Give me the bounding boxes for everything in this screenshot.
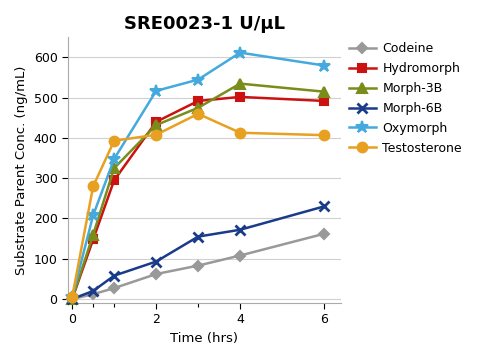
Line: Morph-3B: Morph-3B (67, 79, 329, 304)
Testosterone (153, 132, 159, 137)
Oxymorph (237, 50, 243, 55)
Line: Morph-6B: Morph-6B (67, 202, 329, 304)
Y-axis label: Substrate Parent Conc. (ng/mL): Substrate Parent Conc. (ng/mL) (15, 66, 28, 275)
Morph-6B (237, 228, 243, 232)
Oxymorph (90, 213, 96, 217)
Morph-3B (90, 233, 96, 237)
Morph-3B (153, 123, 159, 127)
Hydromorph (237, 95, 243, 99)
Testosterone (195, 112, 201, 116)
Morph-3B (111, 166, 117, 170)
Codeine (111, 286, 117, 290)
Morph-6B (153, 260, 159, 264)
Codeine (321, 231, 327, 236)
Testosterone (69, 295, 75, 299)
Line: Codeine: Codeine (69, 230, 327, 302)
Morph-3B (195, 105, 201, 110)
Testosterone (111, 139, 117, 143)
Codeine (195, 264, 201, 268)
Oxymorph (69, 295, 75, 299)
Oxymorph (195, 77, 201, 82)
Morph-3B (237, 81, 243, 86)
Testosterone (321, 133, 327, 137)
Hydromorph (90, 237, 96, 242)
Morph-6B (69, 297, 75, 301)
Legend: Codeine, Hydromorph, Morph-3B, Morph-6B, Oxymorph, Testosterone: Codeine, Hydromorph, Morph-3B, Morph-6B,… (343, 37, 467, 160)
Testosterone (90, 184, 96, 188)
Hydromorph (111, 178, 117, 183)
Title: SRE0023-1 U/μL: SRE0023-1 U/μL (124, 15, 285, 33)
X-axis label: Time (hrs): Time (hrs) (170, 332, 239, 345)
Oxymorph (321, 63, 327, 68)
Oxymorph (153, 89, 159, 93)
Line: Hydromorph: Hydromorph (68, 93, 328, 303)
Morph-6B (195, 234, 201, 239)
Codeine (237, 253, 243, 258)
Morph-6B (90, 289, 96, 293)
Hydromorph (153, 120, 159, 124)
Morph-6B (321, 204, 327, 208)
Oxymorph (111, 157, 117, 161)
Hydromorph (321, 99, 327, 103)
Morph-3B (69, 297, 75, 301)
Codeine (90, 292, 96, 296)
Morph-6B (111, 274, 117, 278)
Hydromorph (195, 99, 201, 103)
Line: Testosterone: Testosterone (67, 109, 329, 302)
Codeine (69, 297, 75, 301)
Codeine (153, 272, 159, 276)
Line: Oxymorph: Oxymorph (66, 46, 330, 303)
Testosterone (237, 131, 243, 135)
Morph-3B (321, 90, 327, 94)
Hydromorph (69, 297, 75, 301)
